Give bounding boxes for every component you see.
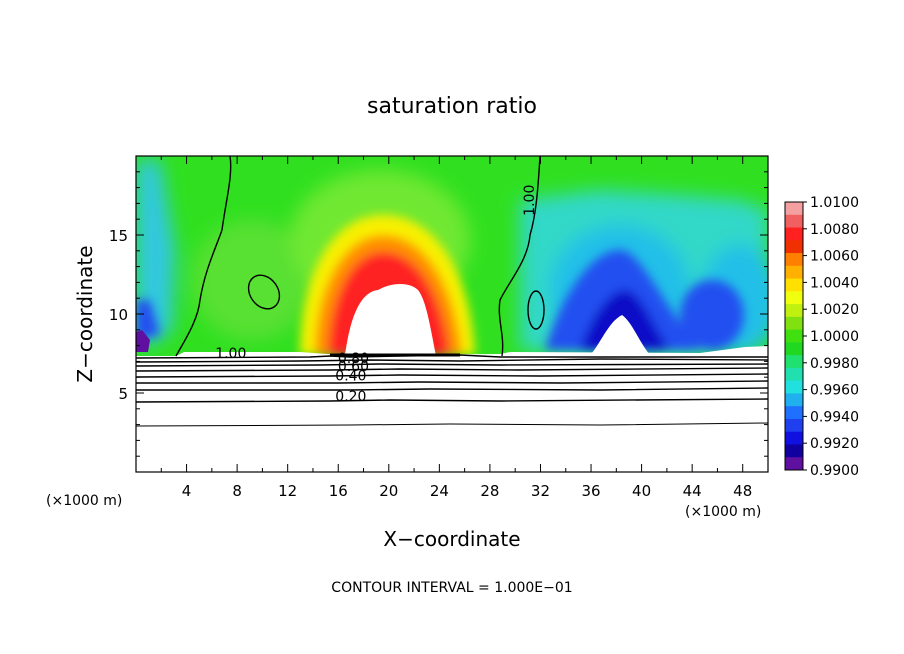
colorbar-swatch <box>785 202 803 216</box>
colorbar-label: 1.0100 <box>810 195 859 211</box>
x-tick-label: 8 <box>232 482 242 500</box>
contour-labels: 1.00 1.00 0.800.600.40 0.20 <box>215 185 538 405</box>
colorbar-swatch <box>785 240 803 254</box>
colorbar-swatch <box>785 444 803 458</box>
x-axis-label: X−coordinate <box>383 527 520 551</box>
contour-label: 1.00 <box>522 185 538 216</box>
contour-label: 0.60 <box>338 359 369 375</box>
x-tick-label: 32 <box>531 482 550 500</box>
colorbar-swatch <box>785 406 803 420</box>
colorbar-swatch <box>785 355 803 369</box>
colorbar-swatch <box>785 342 803 356</box>
x-tick-label: 36 <box>581 482 600 500</box>
x-unit-left: (×1000 m) <box>46 493 122 509</box>
colorbar-label: 1.0040 <box>810 275 859 291</box>
x-tick-label: 12 <box>278 482 297 500</box>
colorbar <box>784 201 804 471</box>
colorbar-swatch <box>785 431 803 445</box>
saturation-field <box>136 156 768 472</box>
x-tick-label: 20 <box>379 482 398 500</box>
colorbar-label: 1.0000 <box>810 329 859 345</box>
colorbar-label: 0.9920 <box>810 436 859 452</box>
x-tick-label: 24 <box>430 482 449 500</box>
colorbar-swatch <box>785 265 803 280</box>
colorbar-label: 1.0020 <box>810 302 859 318</box>
x-tick-label: 48 <box>733 482 752 500</box>
contour-label: 0.20 <box>335 389 366 405</box>
colorbar-label: 1.0080 <box>810 222 859 238</box>
y-tick-labels: 5 10 15 <box>109 227 128 403</box>
colorbar-swatch <box>785 367 803 382</box>
x-tick-label: 40 <box>632 482 651 500</box>
colorbar-swatch <box>785 304 803 318</box>
colorbar-label: 0.9960 <box>810 383 859 399</box>
contour-label: 1.00 <box>215 346 246 362</box>
chart-title: saturation ratio <box>367 94 537 119</box>
colorbar-swatch <box>785 380 803 394</box>
contour-interval-note: CONTOUR INTERVAL = 1.000E−01 <box>331 580 572 596</box>
x-tick-label: 28 <box>480 482 499 500</box>
axis-ticks <box>136 156 768 472</box>
x-tick-labels: 4 8 12 16 20 24 28 32 36 40 44 48 <box>182 482 752 500</box>
colorbar-swatch <box>785 227 803 241</box>
y-axis-label: Z−coordinate <box>73 245 97 382</box>
colorbar-swatch <box>785 253 803 267</box>
colorbar-swatch <box>785 457 803 471</box>
colorbar-label: 0.9900 <box>810 463 859 479</box>
colorbar-labels: 1.0100 1.0080 1.0060 1.0040 1.0020 1.0000 0.99… <box>803 195 859 479</box>
contour-label: 0.40 <box>335 368 366 384</box>
contour-label: 0.80 <box>338 351 369 367</box>
x-tick-label: 16 <box>329 482 348 500</box>
colorbar-swatch <box>785 393 803 407</box>
colorbar-swatch <box>785 316 803 331</box>
colorbar-label: 1.0060 <box>810 249 859 265</box>
colorbar-label: 0.9940 <box>810 409 859 425</box>
contour-lines <box>136 156 768 427</box>
x-tick-label: 4 <box>182 482 192 500</box>
y-tick-label: 10 <box>109 306 128 324</box>
colorbar-swatch <box>785 278 803 292</box>
x-tick-label: 44 <box>683 482 702 500</box>
colorbar-swatch <box>785 291 803 305</box>
colorbar-swatch <box>785 418 803 433</box>
colorbar-swatch <box>785 214 803 229</box>
x-unit-right: (×1000 m) <box>685 504 761 520</box>
colorbar-swatch <box>785 329 803 343</box>
y-tick-label: 15 <box>109 227 128 245</box>
y-tick-label: 5 <box>118 385 128 403</box>
colorbar-label: 0.9980 <box>810 356 859 372</box>
